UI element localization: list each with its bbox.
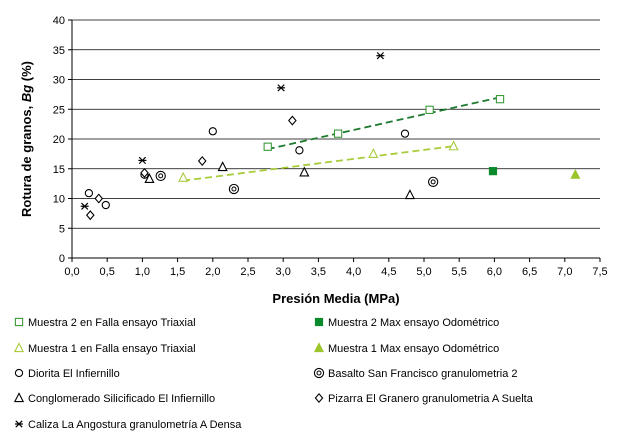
- data-point: [80, 202, 89, 210]
- legend-label: Muestra 1 Max ensayo Odométrico: [328, 343, 499, 355]
- data-point: [288, 115, 297, 126]
- data-point: [101, 200, 110, 210]
- legend-label: Caliza La Angostura granulometría A Dens…: [28, 419, 242, 431]
- data-point: [333, 129, 343, 138]
- x-tick-label: 6,5: [522, 266, 537, 278]
- trendline: [183, 145, 454, 182]
- legend-label: Conglomerado Silicificado El Infiernillo: [28, 393, 215, 405]
- data-point: [295, 146, 304, 155]
- legend-item: Pizarra El Granero granulometria A Suelt…: [314, 392, 534, 405]
- x-tick-label: 5,0: [416, 266, 431, 278]
- legend-item: Caliza La Angostura granulometría A Dens…: [15, 419, 242, 431]
- legend: Muestra 2 en Falla ensayo Triaxial Muestr…: [13, 317, 534, 431]
- x-tick-label: 6,0: [487, 266, 502, 278]
- x-tick-label: 3,5: [311, 266, 326, 278]
- x-tick-label: 7,5: [592, 266, 607, 278]
- data-point: [138, 156, 147, 165]
- data-point: [299, 166, 310, 177]
- x-tick-label: 1,5: [170, 266, 185, 278]
- data-point: [197, 155, 207, 167]
- legend-marker: [313, 342, 325, 353]
- trendlines: [183, 96, 501, 182]
- data-point: [400, 129, 410, 138]
- data-point: [263, 142, 272, 151]
- legend-marker: [314, 317, 324, 327]
- data-point: [217, 161, 228, 172]
- data-points: [80, 52, 581, 221]
- x-tick-label: 0,5: [100, 266, 115, 278]
- legend-label: Pizarra El Granero granulometria A Suelt…: [328, 393, 534, 405]
- y-axis-title-prefix: Rotura de granos,: [19, 102, 34, 217]
- data-point: [144, 173, 155, 184]
- data-point: [85, 210, 95, 221]
- y-tick-label: 20: [53, 134, 65, 146]
- data-point: [448, 140, 459, 151]
- y-tick-label: 0: [59, 253, 65, 265]
- data-point: [495, 94, 505, 104]
- legend-marker: [14, 368, 24, 378]
- y-tick-label: 5: [59, 223, 65, 235]
- x-tick-label: 0,0: [64, 266, 79, 278]
- legend-marker: [13, 342, 25, 353]
- x-tick-label: 7,0: [557, 266, 572, 278]
- data-point: [208, 127, 217, 136]
- x-tick-label: 5,5: [452, 266, 467, 278]
- data-point: [425, 105, 434, 114]
- legend-marker: [13, 392, 25, 403]
- legend-marker: [14, 317, 24, 327]
- data-point: [228, 183, 240, 195]
- y-tick-label: 35: [53, 45, 65, 57]
- data-point: [428, 176, 439, 187]
- legend-item: Muestra 1 en Falla ensayo Triaxial: [13, 342, 196, 355]
- data-point: [140, 167, 149, 178]
- legend-item: Muestra 1 Max ensayo Odométrico: [313, 342, 499, 355]
- data-point: [94, 193, 104, 204]
- legend-label: Diorita El Infiernillo: [28, 368, 120, 380]
- x-tick-label: 4,5: [381, 266, 396, 278]
- x-axis-title: Presión Media (MPa): [272, 291, 399, 306]
- x-tick-label: 4,0: [346, 266, 361, 278]
- x-tick-label: 3,0: [276, 266, 291, 278]
- data-point: [368, 148, 379, 159]
- legend-item: Muestra 2 Max ensayo Odométrico: [314, 317, 499, 329]
- y-tick-label: 30: [53, 75, 65, 87]
- y-tick-labels: 0 5 10 15 20 25 30 35 40: [53, 15, 65, 265]
- legend-item: Muestra 2 en Falla ensayo Triaxial: [14, 317, 196, 329]
- y-axis-title-suffix: (%): [19, 61, 34, 85]
- data-point: [404, 189, 416, 200]
- legend-label: Muestra 2 en Falla ensayo Triaxial: [28, 317, 196, 329]
- x-tick-label: 1,0: [135, 266, 150, 278]
- x-tick-labels: 0,0 0,5 1,0 1,5 2,0 2,5 3,0 3,5 4,0 4,5 5,0 5,5 6,0 6…: [64, 266, 607, 278]
- legend-label: Basalto San Francisco granulometria 2: [328, 368, 518, 380]
- x-tick-label: 2,0: [205, 266, 220, 278]
- legend-item: Diorita El Infiernillo: [14, 368, 120, 380]
- data-point: [84, 188, 94, 198]
- legend-label: Muestra 2 Max ensayo Odométrico: [328, 317, 499, 329]
- data-point: [155, 170, 166, 182]
- legend-item: Basalto San Francisco granulometria 2: [313, 367, 518, 380]
- y-axis-title-var: Bg: [19, 85, 34, 102]
- y-tick-label: 40: [53, 15, 65, 27]
- legend-marker: [15, 420, 23, 428]
- y-tick-label: 10: [53, 194, 65, 206]
- grid-lines: [68, 19, 601, 262]
- trendline: [267, 96, 501, 150]
- y-tick-label: 25: [53, 104, 65, 116]
- data-point: [277, 84, 286, 92]
- legend-item: Conglomerado Silicificado El Infiernillo: [13, 392, 215, 405]
- legend-marker: [314, 392, 324, 404]
- data-point: [376, 52, 385, 60]
- y-axis-title: Rotura de granos, Bg (%): [19, 61, 34, 217]
- legend-marker: [313, 367, 325, 379]
- x-tick-label: 2,5: [240, 266, 255, 278]
- legend-label: Muestra 1 en Falla ensayo Triaxial: [28, 343, 196, 355]
- axes: [71, 20, 600, 259]
- data-point: [178, 171, 189, 182]
- data-point: [570, 169, 581, 179]
- y-tick-label: 15: [53, 164, 65, 176]
- data-point: [488, 167, 498, 176]
